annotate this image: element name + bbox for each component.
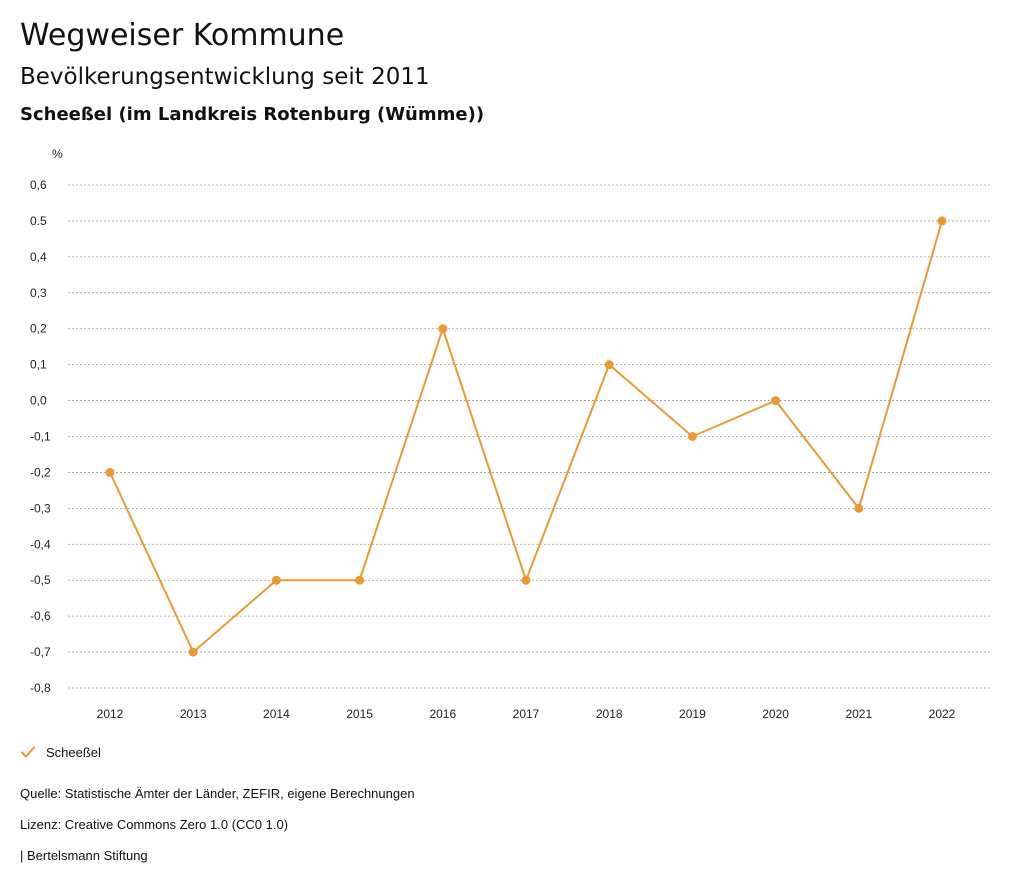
data-point[interactable] bbox=[105, 467, 115, 477]
data-point[interactable] bbox=[271, 575, 281, 585]
x-tick-label: 2017 bbox=[513, 707, 540, 721]
y-tick-label: 0,4 bbox=[30, 250, 47, 264]
y-tick-label: 0,1 bbox=[30, 358, 47, 372]
line-chart: % 0,6 0.5 0,4 0,3 0,2 0,1 0,0 -0,1 -0,2 -0,3 -0,4 -… bbox=[30, 147, 990, 721]
y-tick-label: -0,8 bbox=[30, 681, 51, 695]
y-tick-label: -0,2 bbox=[30, 465, 51, 479]
x-tick-label: 2012 bbox=[97, 707, 124, 721]
y-tick-label: -0,4 bbox=[30, 537, 51, 551]
x-tick-label: 2018 bbox=[596, 707, 623, 721]
gridlines bbox=[68, 184, 990, 689]
x-tick-label: 2013 bbox=[180, 707, 207, 721]
x-tick-label: 2016 bbox=[429, 707, 456, 721]
license-note: Lizenz: Creative Commons Zero 1.0 (CC0 1… bbox=[20, 817, 289, 832]
y-tick-label: -0,3 bbox=[30, 501, 51, 515]
y-tick-label: -0,6 bbox=[30, 609, 51, 623]
chart-title: Wegweiser Kommune bbox=[20, 18, 345, 53]
check-icon bbox=[21, 746, 35, 758]
legend-item-scheessel[interactable]: Scheeßel bbox=[20, 744, 101, 760]
data-point[interactable] bbox=[188, 647, 198, 657]
y-tick-label: 0,0 bbox=[30, 394, 47, 408]
x-axis-ticks: 2012 2013 2014 2015 2016 2017 2018 2019 2020 2021… bbox=[97, 707, 956, 721]
source-note: Quelle: Statistische Ämter der Länder, Z… bbox=[20, 786, 415, 801]
x-tick-label: 2015 bbox=[346, 707, 373, 721]
data-point[interactable] bbox=[687, 432, 697, 441]
organization-note: | Bertelsmann Stiftung bbox=[20, 848, 148, 863]
x-tick-label: 2021 bbox=[845, 707, 872, 721]
legend-label: Scheeßel bbox=[46, 744, 101, 760]
region-label: Scheeßel (im Landkreis Rotenburg (Wümme)… bbox=[20, 104, 485, 125]
y-tick-label: -0,1 bbox=[30, 430, 51, 444]
data-point[interactable] bbox=[771, 396, 781, 406]
y-tick-label: 0,6 bbox=[30, 178, 47, 192]
y-tick-label: 0,3 bbox=[30, 286, 47, 300]
x-tick-label: 2014 bbox=[263, 707, 290, 721]
data-point[interactable] bbox=[355, 575, 365, 585]
x-tick-label: 2022 bbox=[929, 707, 956, 721]
data-point[interactable] bbox=[438, 324, 448, 334]
y-tick-label: 0,2 bbox=[30, 322, 47, 336]
y-axis-unit-label: % bbox=[52, 147, 63, 161]
x-tick-label: 2020 bbox=[762, 707, 789, 721]
data-point[interactable] bbox=[521, 575, 531, 585]
y-tick-label: -0,7 bbox=[30, 645, 51, 659]
chart-subtitle: Bevölkerungsentwicklung seit 2011 bbox=[20, 64, 430, 90]
x-tick-label: 2019 bbox=[679, 707, 706, 721]
data-point[interactable] bbox=[604, 360, 614, 370]
data-point[interactable] bbox=[937, 216, 947, 226]
y-axis-ticks: 0,6 0.5 0,4 0,3 0,2 0,1 0,0 -0,1 -0,2 -0,3 -0,4 -0,… bbox=[30, 178, 51, 695]
data-point[interactable] bbox=[854, 503, 864, 513]
y-tick-label: -0,5 bbox=[30, 573, 51, 587]
data-points bbox=[105, 216, 947, 657]
y-tick-label: 0.5 bbox=[30, 214, 47, 228]
